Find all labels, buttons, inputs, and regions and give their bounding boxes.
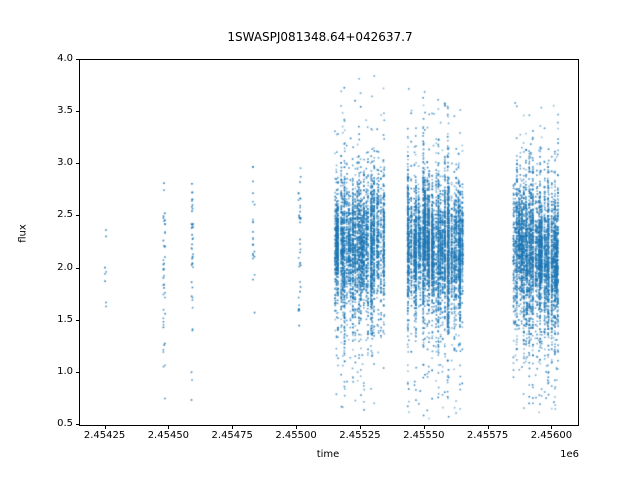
x-tick-label: 2.45550 <box>403 430 445 441</box>
x-tick-label: 2.45425 <box>83 430 126 441</box>
y-tick-label: 3.0 <box>57 157 73 169</box>
plot-axes <box>79 59 579 426</box>
scatter-plot-canvas <box>80 60 578 425</box>
y-tick-label: 1.0 <box>57 365 73 377</box>
y-tick-label: 4.0 <box>57 53 73 64</box>
x-tick-label: 2.45575 <box>466 430 509 441</box>
y-tick-label: 2.5 <box>57 209 73 221</box>
x-tick-label: 2.45600 <box>530 430 573 441</box>
y-axis-label: flux <box>17 224 29 243</box>
x-axis-offset-label: 1e6 <box>560 449 579 460</box>
y-tick-label: 0.5 <box>57 418 73 429</box>
x-tick-label: 2.45475 <box>211 430 253 441</box>
page-title: 1SWASPJ081348.64+042637.7 <box>227 30 413 44</box>
y-tick-label: 1.5 <box>57 313 73 325</box>
x-tick-label: 2.45450 <box>147 430 190 441</box>
x-tick-label: 2.45500 <box>275 430 317 441</box>
y-tick-label: 2.0 <box>57 261 73 273</box>
x-tick-label: 2.45525 <box>339 430 381 441</box>
y-tick-label: 3.5 <box>57 105 73 117</box>
x-axis-label: time <box>316 449 340 460</box>
